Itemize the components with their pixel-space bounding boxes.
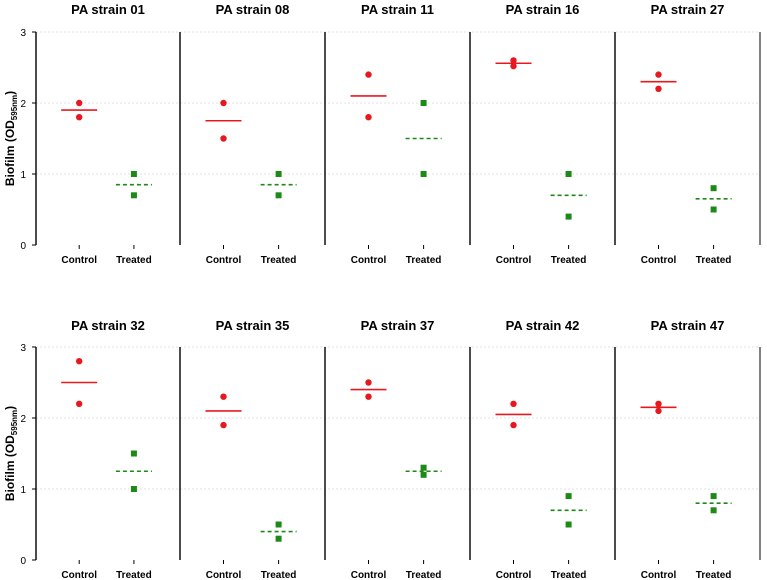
x-tick-label-control: Control <box>496 570 532 580</box>
control-point <box>655 85 662 93</box>
x-tick-label-control: Control <box>641 570 677 580</box>
panel-strain-1: PA strain 08 Control Treated <box>179 2 297 266</box>
control-point <box>76 114 83 121</box>
control-point <box>655 400 662 407</box>
control-point <box>76 99 83 107</box>
panel-title: PA strain 27 <box>651 2 725 17</box>
panel-title: PA strain 35 <box>216 318 290 333</box>
panel-title: PA strain 42 <box>506 318 580 333</box>
x-tick-label-treated: Treated <box>116 255 152 266</box>
treated-point <box>565 171 572 177</box>
panel-title: PA strain 16 <box>506 2 580 17</box>
control-point <box>220 421 227 429</box>
y-axis-label-sub: 595nm <box>10 410 19 435</box>
treated-point <box>275 192 282 199</box>
x-tick-label-treated: Treated <box>261 570 297 580</box>
x-tick-label-treated: Treated <box>696 570 732 580</box>
y-axis-label-sub: 595nm <box>10 95 19 120</box>
treated-point <box>565 493 572 500</box>
control-point <box>365 393 372 400</box>
treated-point <box>710 185 717 192</box>
treated-point <box>565 213 572 220</box>
y-tick-label: 2 <box>20 99 26 110</box>
y-tick-label: 0 <box>20 556 26 567</box>
control-point <box>220 99 227 107</box>
treated-point <box>130 192 137 199</box>
control-point <box>76 400 83 407</box>
panel-title: PA strain 32 <box>71 318 145 333</box>
control-point <box>365 71 372 78</box>
y-axis-label-main: Biofilm (OD <box>3 435 17 501</box>
treated-point <box>710 493 717 500</box>
x-tick-label-treated: Treated <box>551 255 587 266</box>
panel-strain-3: PA strain 16 Control Treated <box>469 2 587 266</box>
panel-title: PA strain 01 <box>71 2 145 17</box>
y-tick-label: 1 <box>20 485 26 496</box>
panel-title: PA strain 47 <box>651 318 725 333</box>
x-tick-label-treated: Treated <box>406 255 442 266</box>
treated-point <box>710 507 717 514</box>
control-point <box>510 62 517 70</box>
treated-point <box>275 535 282 542</box>
treated-point <box>420 171 427 177</box>
treated-point <box>565 521 572 528</box>
panel-title: PA strain 08 <box>216 2 290 17</box>
x-tick-label-control: Control <box>61 570 97 580</box>
x-tick-label-control: Control <box>351 570 387 580</box>
y-tick-label: 1 <box>20 170 26 181</box>
treated-point <box>130 450 137 457</box>
panel-title: PA strain 11 <box>361 2 434 17</box>
y-axis-label: Biofilm (OD595nm) <box>3 406 19 501</box>
y-axis-label: Biofilm (OD595nm) <box>3 91 19 186</box>
chart-row-1: 0 1 2 3 Biofilm (OD595nm) PA strain 01 Control… <box>3 2 761 266</box>
panel-strain-7: PA strain 37 Control Treated <box>324 318 442 580</box>
treated-point <box>130 486 137 492</box>
control-point <box>365 114 372 121</box>
x-tick-label-treated: Treated <box>261 255 297 266</box>
x-tick-label-control: Control <box>206 255 242 266</box>
control-point <box>220 135 227 142</box>
control-point <box>76 358 83 365</box>
control-point <box>655 71 662 78</box>
treated-point <box>420 471 427 478</box>
panel-strain-5: PA strain 32 Control Treated <box>35 318 152 580</box>
panel-strain-8: PA strain 42 Control Treated <box>469 318 587 580</box>
y-tick-label: 3 <box>20 28 26 39</box>
panel-title: PA strain 37 <box>361 318 435 333</box>
control-point <box>655 407 662 415</box>
chart-row-2: 0 1 2 3 Biofilm (OD595nm) PA strain 32 Control… <box>3 318 761 580</box>
x-tick-label-treated: Treated <box>406 570 442 580</box>
x-tick-label-control: Control <box>61 255 97 266</box>
x-tick-label-control: Control <box>351 255 387 266</box>
x-tick-label-treated: Treated <box>696 255 732 266</box>
y-axis-label-main: Biofilm (OD <box>3 120 17 186</box>
treated-point <box>275 521 282 528</box>
treated-point <box>420 464 427 471</box>
y-tick-label: 3 <box>20 343 26 354</box>
control-point <box>220 393 227 400</box>
control-point <box>365 379 372 386</box>
x-tick-label-treated: Treated <box>551 570 587 580</box>
treated-point <box>130 171 137 177</box>
treated-point <box>420 100 427 106</box>
y-axis-label-end: ) <box>3 91 17 95</box>
y-tick-label: 2 <box>20 414 26 425</box>
treated-point <box>275 171 282 177</box>
panel-strain-9: PA strain 47 Control Treated <box>614 318 732 580</box>
y-axis-label-end: ) <box>3 406 17 410</box>
panel-strain-6: PA strain 35 Control Treated <box>179 318 297 580</box>
y-tick-label: 0 <box>20 241 26 252</box>
treated-point <box>710 206 717 213</box>
x-tick-label-treated: Treated <box>116 570 152 580</box>
control-point <box>510 57 517 64</box>
x-tick-label-control: Control <box>641 255 677 266</box>
panel-strain-0: PA strain 01 Control Treated <box>35 2 152 266</box>
x-tick-label-control: Control <box>496 255 532 266</box>
panel-strain-2: PA strain 11 Control Treated <box>324 2 442 266</box>
x-tick-label-control: Control <box>206 570 242 580</box>
control-point <box>510 400 517 407</box>
panel-strain-4: PA strain 27 Control Treated <box>614 2 732 266</box>
control-point <box>510 421 517 429</box>
